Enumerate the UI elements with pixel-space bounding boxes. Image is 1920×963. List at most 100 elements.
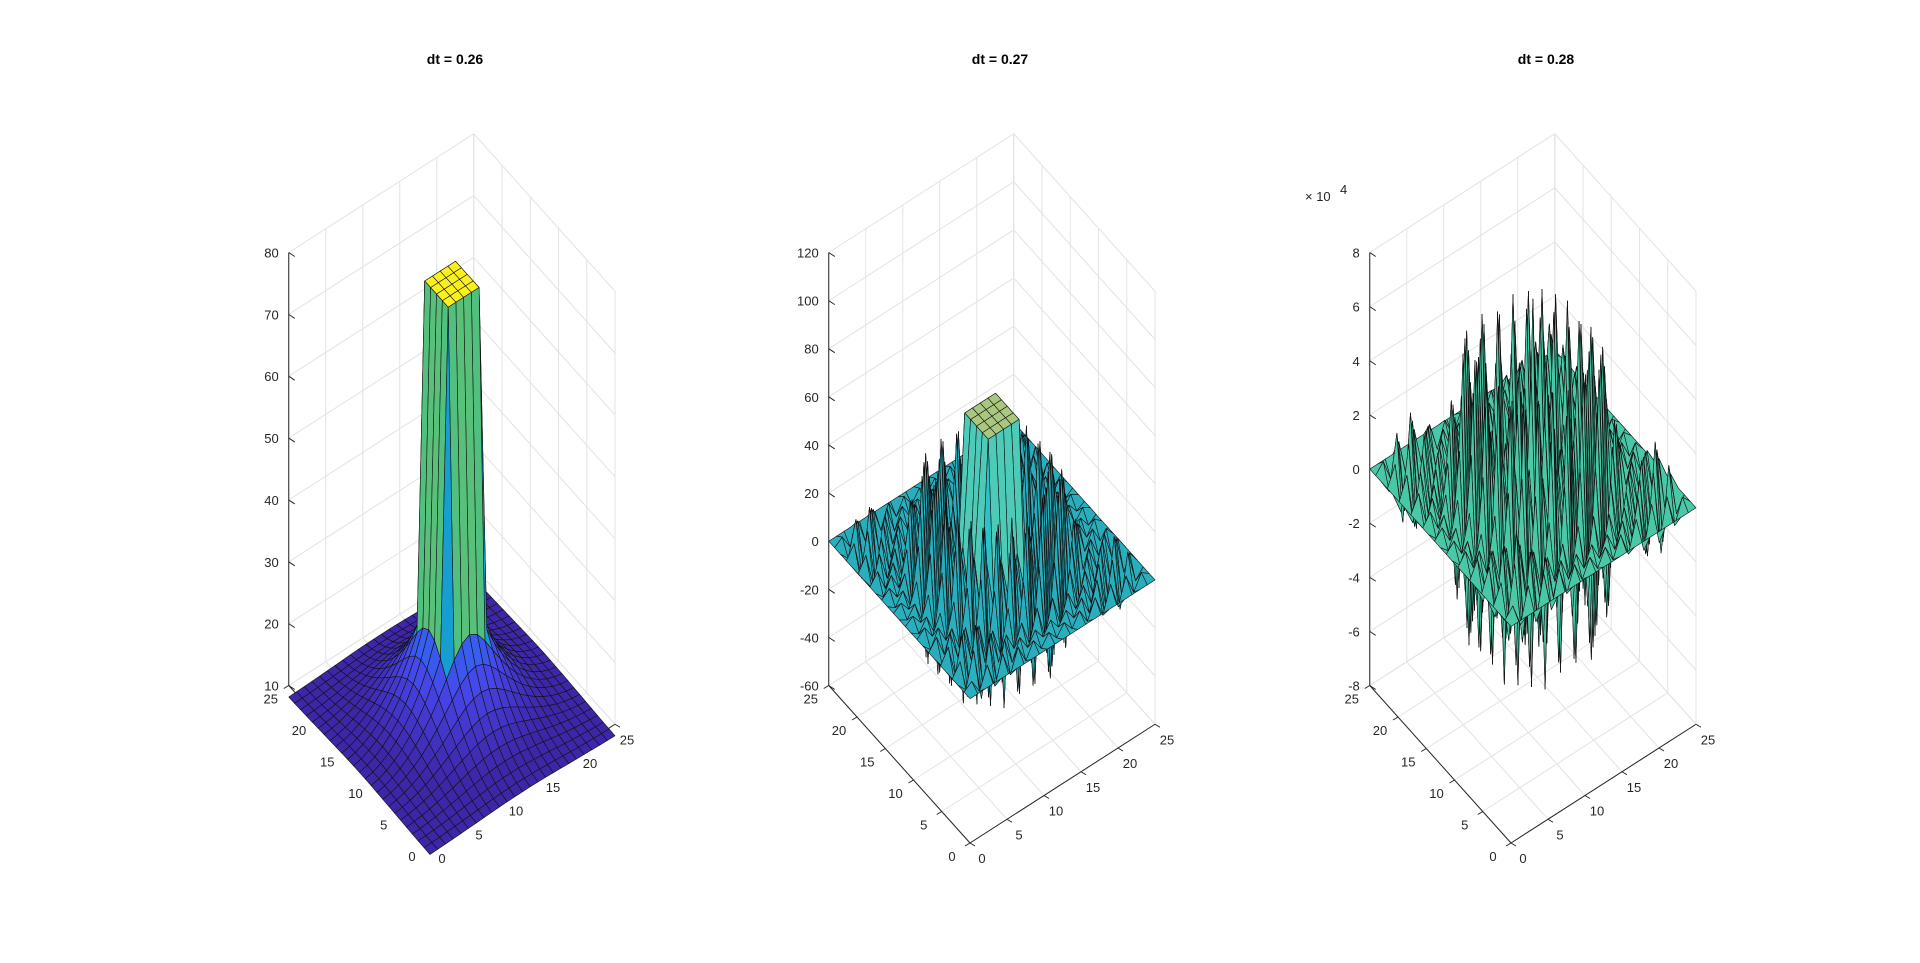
y-tick-label: 10 — [348, 786, 362, 801]
x-tick-mark — [1510, 842, 1517, 847]
grid-line — [1480, 613, 1623, 773]
z-tick-mark — [1369, 414, 1377, 420]
grid-line — [828, 373, 1015, 494]
x-tick-label: 20 — [1664, 756, 1678, 771]
grid-line — [473, 566, 616, 725]
y-tick-mark — [964, 842, 971, 847]
z-tick-mark — [828, 444, 836, 450]
z-tick-mark — [288, 623, 296, 629]
y-tick-mark — [1477, 811, 1484, 815]
z-tick-label: 0 — [1353, 462, 1360, 477]
x-tick-label: 10 — [1049, 804, 1063, 819]
z-tick-mark — [1369, 252, 1377, 257]
x-tick-label: 15 — [1086, 780, 1100, 795]
grid-line — [473, 195, 616, 354]
x-tick-mark — [1117, 747, 1124, 752]
x-axis-line — [969, 723, 1156, 844]
y-axis-line — [1369, 685, 1512, 844]
grid-line — [1554, 133, 1697, 292]
grid-line — [1369, 187, 1556, 308]
z-tick-label: 0 — [812, 534, 819, 549]
y-tick-label: 0 — [1489, 849, 1496, 864]
grid-line — [473, 380, 616, 540]
y-tick-mark — [283, 685, 290, 689]
x-tick-label: 25 — [620, 732, 634, 747]
grid-line — [288, 195, 475, 315]
z-tick-mark — [288, 437, 296, 443]
x-tick-mark — [1547, 818, 1554, 823]
x-tick-label: 5 — [475, 827, 482, 842]
z-tick-mark — [288, 685, 296, 690]
grid-line — [1554, 241, 1697, 400]
z-tick-mark — [828, 636, 836, 642]
grid-line — [941, 692, 1128, 812]
x-tick-mark — [1584, 795, 1591, 799]
surface-plot-3: dt = 0.28 × 10 4 05101520250510152025-8-… — [1305, 51, 1715, 866]
surface-plot-1: dt = 0.26 051015202505101520251020304050… — [264, 51, 635, 866]
z-tick-label: -8 — [1348, 679, 1360, 694]
grid-line — [288, 133, 475, 253]
z-tick-mark — [1369, 576, 1377, 582]
x-tick-mark — [1080, 771, 1087, 776]
grid-line — [1369, 241, 1556, 362]
y-tick-label: 15 — [1401, 755, 1415, 770]
surface-face — [963, 681, 979, 700]
grid-line — [913, 660, 1099, 781]
z-tick-mark — [828, 492, 836, 498]
y-tick-mark — [823, 685, 830, 689]
y-tick-label: 15 — [860, 755, 874, 770]
y-tick-label: 10 — [1429, 786, 1443, 801]
z-tick-label: -6 — [1348, 624, 1360, 639]
grid-line — [473, 442, 616, 601]
x-tick-mark — [1658, 747, 1665, 752]
grid-line — [828, 229, 1015, 350]
grid-line — [1013, 373, 1156, 533]
grid-line — [1013, 277, 1156, 436]
grid-line — [1454, 660, 1640, 781]
x-tick-label: 0 — [1519, 851, 1526, 866]
plot-title: dt = 0.28 — [1518, 51, 1575, 67]
z-tick-mark — [1369, 306, 1377, 312]
grid-line — [1397, 597, 1584, 718]
x-tick-label: 25 — [1701, 732, 1715, 747]
x-tick-label: 5 — [1556, 827, 1563, 842]
grid-line — [1482, 692, 1669, 812]
x-tick-mark — [1621, 771, 1628, 776]
x-tick-label: 15 — [546, 780, 560, 795]
z-tick-label: 50 — [264, 431, 278, 446]
y-tick-label: 5 — [1461, 818, 1468, 833]
z-tick-mark — [1369, 630, 1377, 636]
x-tick-label: 10 — [1590, 804, 1604, 819]
grid-line — [1425, 629, 1612, 749]
x-tick-label: 20 — [583, 756, 597, 771]
z-tick-mark — [828, 588, 836, 594]
surface-face — [1504, 605, 1519, 627]
z-tick-mark — [288, 561, 296, 567]
y-tick-mark — [1505, 842, 1512, 847]
z-tick-label: 6 — [1353, 300, 1360, 315]
z-tick-label: 100 — [797, 294, 819, 309]
grid-line — [1554, 295, 1697, 454]
grid-line — [1369, 133, 1556, 253]
y-tick-label: 0 — [408, 849, 415, 864]
y-tick-label: 20 — [292, 723, 306, 738]
z-tick-mark — [288, 252, 296, 257]
y-tick-label: 5 — [920, 818, 927, 833]
z-tick-mark — [288, 375, 296, 381]
z-tick-mark — [1369, 522, 1377, 528]
z-tick-mark — [828, 348, 836, 354]
z-tick-label: 8 — [1353, 246, 1360, 261]
grid-line — [473, 133, 616, 292]
z-tick-label: 80 — [804, 342, 818, 357]
z-exponent-power: 4 — [1340, 182, 1347, 197]
surface — [828, 392, 1156, 709]
grid-line — [1443, 637, 1586, 796]
grid-line — [473, 504, 616, 663]
z-tick-mark — [828, 396, 836, 402]
grid-line — [1554, 187, 1697, 346]
grid-line — [902, 637, 1045, 796]
x-tick-label: 5 — [1015, 827, 1022, 842]
x-tick-label: 0 — [438, 851, 445, 866]
x-tick-label: 20 — [1123, 756, 1137, 771]
